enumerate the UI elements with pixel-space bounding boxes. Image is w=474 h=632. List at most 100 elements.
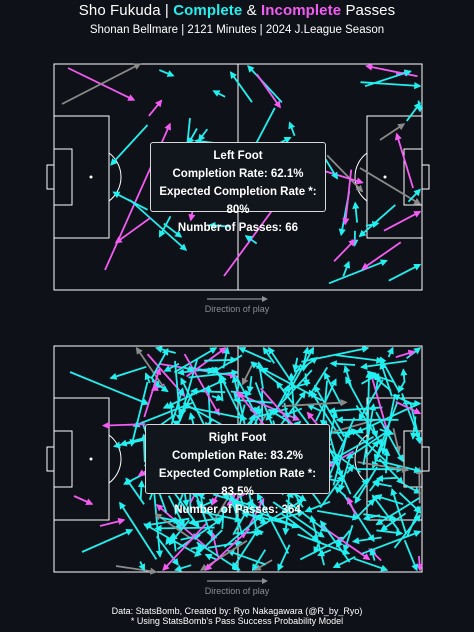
pass-arrow — [335, 354, 384, 364]
pass-arrow — [163, 222, 183, 238]
pass-arrow — [219, 504, 227, 529]
pass-arrow — [256, 492, 290, 554]
pass-arrow — [332, 430, 350, 486]
pass-arrow — [338, 453, 352, 492]
pass-arrow — [250, 361, 280, 385]
pass-arrow — [277, 544, 291, 572]
pass-arrow — [167, 495, 185, 528]
pass-arrow — [342, 169, 353, 226]
pass-arrow — [160, 516, 182, 524]
left-foot-pass-count: Number of Passes: 66 — [177, 222, 299, 234]
pass-arrow — [329, 360, 356, 368]
pass-arrow — [204, 356, 238, 364]
pass-arrow — [410, 416, 418, 440]
pass-arrow — [351, 536, 382, 545]
pass-arrow — [152, 488, 164, 558]
pass-arrow — [200, 510, 243, 523]
right-foot-pass-count: Number of Passes: 364 — [174, 504, 301, 516]
pass-arrow — [371, 494, 400, 532]
pass-arrow — [355, 404, 383, 447]
pass-arrow — [238, 347, 272, 363]
pass-arrow — [256, 73, 281, 109]
pass-arrow — [162, 522, 208, 572]
pass-arrow — [383, 210, 422, 232]
pass-arrow — [125, 477, 145, 505]
pass-arrow — [185, 405, 248, 422]
pass-arrow — [101, 421, 146, 430]
pass-arrow — [333, 238, 356, 262]
pass-arrow — [415, 555, 424, 572]
pass-arrow — [198, 128, 209, 142]
title-amp: & — [242, 2, 261, 19]
pass-arrow — [173, 347, 218, 374]
pass-arrow — [109, 365, 147, 380]
pass-arrow — [244, 235, 258, 245]
pass-arrow — [129, 199, 188, 251]
pass-arrow — [180, 533, 202, 541]
pass-arrow — [283, 346, 315, 402]
pass-arrow — [383, 448, 391, 474]
pass-arrow — [360, 360, 407, 370]
pass-arrow — [254, 499, 305, 531]
direction-label-left: Direction of play — [204, 304, 270, 314]
pass-arrow — [299, 536, 345, 561]
pass-arrow — [302, 373, 310, 387]
pass-arrow — [392, 428, 402, 454]
pass-arrow — [342, 524, 354, 553]
pass-arrow — [317, 510, 360, 521]
pass-arrow — [319, 474, 344, 509]
pass-arrow — [380, 512, 407, 532]
pass-arrow — [119, 501, 158, 560]
pass-arrow — [394, 132, 414, 189]
pass-arrow — [235, 528, 265, 536]
pass-arrow — [352, 201, 360, 223]
pass-arrow — [281, 399, 348, 408]
pass-arrow — [154, 524, 215, 532]
pass-arrow — [208, 221, 231, 230]
pass-arrow — [359, 167, 422, 205]
pass-arrow — [375, 474, 398, 483]
pass-arrow — [390, 488, 407, 535]
pass-arrow — [407, 188, 422, 203]
pass-arrow — [310, 390, 344, 442]
pass-arrow — [204, 528, 251, 571]
pass-arrow — [222, 346, 230, 369]
pass-arrow — [247, 64, 283, 104]
pass-arrow — [140, 433, 148, 463]
pass-arrow — [190, 387, 226, 395]
pass-arrow — [232, 498, 254, 536]
pass-arrow — [342, 260, 351, 277]
chart-subtitle: Shonan Bellmare | 2121 Minutes | 2024 J.… — [89, 24, 385, 36]
pass-arrow — [361, 373, 380, 385]
pass-arrow — [211, 394, 224, 402]
pass-arrow — [129, 381, 149, 447]
left-foot-stats-box: Left Foot Completion Rate: 62.1% Expecte… — [150, 142, 326, 234]
direction-arrow-left — [207, 296, 268, 302]
pass-arrow — [262, 346, 276, 364]
pass-arrow — [388, 263, 422, 282]
pass-arrow — [387, 346, 394, 358]
pass-arrow — [362, 514, 381, 522]
left-foot-heading: Left Foot — [213, 150, 263, 162]
pass-arrow — [313, 384, 345, 437]
pass-arrow — [110, 124, 149, 166]
left-foot-expected-rate: Expected Completion Rate *: 80% — [159, 186, 317, 216]
pass-arrow — [378, 458, 404, 485]
pass-arrow — [274, 510, 305, 521]
pass-arrow — [313, 540, 321, 554]
chart-title: Sho Fukuda | Complete & Incomplete Passe… — [0, 2, 474, 19]
pass-arrow — [246, 375, 254, 394]
direction-label-right: Direction of play — [204, 586, 270, 596]
pass-arrow — [183, 353, 220, 417]
right-foot-stats-box: Right Foot Completion Rate: 83.2% Expect… — [145, 424, 330, 516]
pass-arrow — [352, 477, 369, 499]
pass-arrow — [193, 489, 213, 538]
pass-arrow — [207, 539, 243, 549]
pass-arrow — [99, 517, 126, 527]
title-complete: Complete — [173, 2, 243, 19]
pass-arrow — [373, 402, 398, 462]
pass-arrow — [370, 376, 390, 433]
pass-arrow — [231, 532, 257, 570]
pass-arrow — [364, 69, 412, 88]
pass-arrow — [155, 535, 179, 566]
